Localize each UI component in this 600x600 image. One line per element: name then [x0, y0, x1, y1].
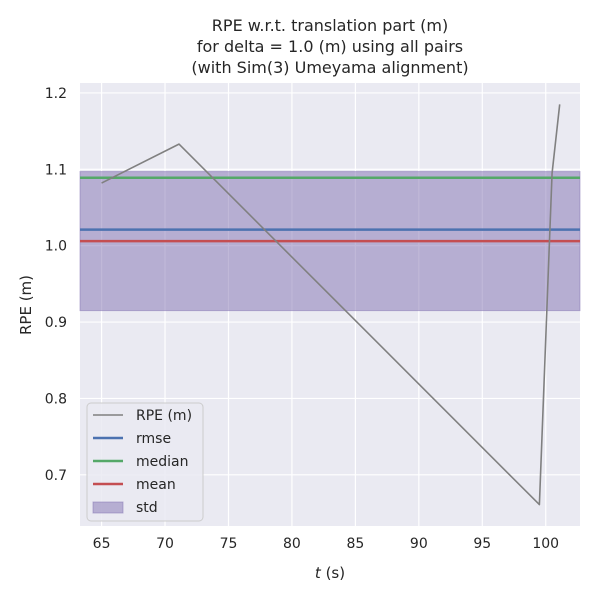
- y-tick-label: 1.1: [45, 162, 67, 178]
- y-tick-label: 0.8: [45, 391, 67, 407]
- y-tick-label: 1.2: [45, 86, 67, 102]
- legend-item-rmse-label: rmse: [136, 431, 171, 447]
- x-tick-label: 90: [410, 536, 428, 552]
- series-layer: [101, 104, 561, 506]
- x-tick-label: 80: [283, 536, 301, 552]
- x-tick-label: 75: [220, 536, 238, 552]
- rpe-series-line-0: [101, 104, 561, 506]
- x-tick-label: 95: [473, 536, 491, 552]
- legend-box: [86, 402, 204, 522]
- x-axis-label-italic: t: [315, 564, 322, 582]
- title-line-3: (with Sim(3) Umeyama alignment): [191, 58, 468, 77]
- x-axis-label-units: (s): [321, 564, 345, 582]
- legend-item-rpe-label: RPE (m): [136, 408, 192, 424]
- y-tick-label: 0.9: [45, 315, 67, 331]
- y-tick-label: 1.0: [45, 239, 67, 255]
- stat-lines-layer: [80, 176, 580, 243]
- legend: RPE (m) rmse median mean std: [86, 402, 204, 522]
- x-tick-label: 70: [156, 536, 174, 552]
- x-axis-label: t (s): [315, 564, 345, 582]
- x-tick-label: 85: [346, 536, 364, 552]
- x-tick-label: 100: [532, 536, 559, 552]
- title-line-2: for delta = 1.0 (m) using all pairs: [197, 37, 463, 56]
- legend-item-std-label: std: [136, 500, 158, 516]
- title-line-1: RPE w.r.t. translation part (m): [212, 16, 448, 35]
- x-tick-label: 65: [93, 536, 111, 552]
- y-tick-labels: 0.7 0.8 0.9 1.0 1.1 1.2: [45, 86, 67, 484]
- legend-item-std-swatch: [92, 501, 124, 514]
- chart-title: RPE w.r.t. translation part (m) for delt…: [191, 16, 468, 77]
- legend-item-mean-label: mean: [136, 477, 176, 493]
- y-tick-label: 0.7: [45, 468, 67, 484]
- x-tick-labels: 65 70 75 80 85 90 95 100: [93, 536, 559, 552]
- y-axis-label: RPE (m): [17, 275, 35, 335]
- legend-item-median-label: median: [136, 454, 188, 470]
